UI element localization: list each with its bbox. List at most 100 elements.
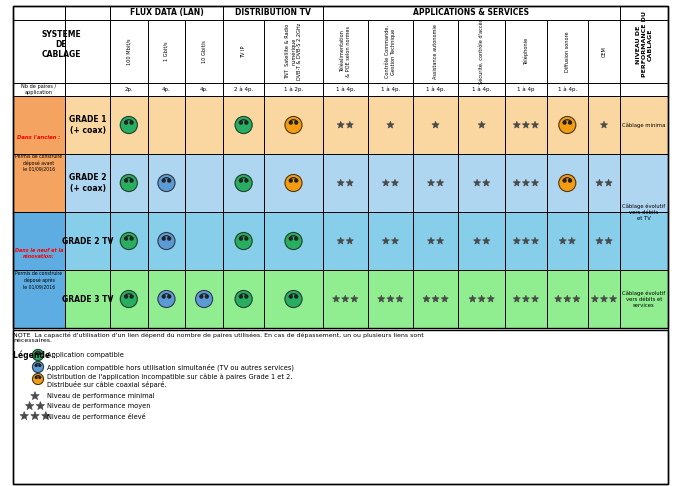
Polygon shape	[41, 412, 50, 419]
Polygon shape	[605, 179, 612, 186]
Circle shape	[130, 179, 133, 182]
Text: Niveau de performance minimal: Niveau de performance minimal	[47, 393, 155, 399]
Text: Diffusion sonore: Diffusion sonore	[565, 31, 570, 72]
Circle shape	[240, 121, 242, 124]
Circle shape	[563, 121, 566, 124]
Circle shape	[235, 117, 252, 134]
Circle shape	[35, 364, 37, 366]
Circle shape	[120, 117, 137, 134]
Circle shape	[245, 121, 248, 124]
Polygon shape	[432, 295, 439, 302]
Polygon shape	[391, 237, 399, 244]
Text: Dans l'ancien :: Dans l'ancien :	[17, 135, 60, 140]
Circle shape	[563, 179, 566, 182]
Circle shape	[295, 237, 297, 240]
Text: GRADE 2 TV: GRADE 2 TV	[62, 237, 113, 245]
Bar	[13, 96, 65, 212]
Polygon shape	[473, 179, 481, 186]
Polygon shape	[564, 295, 571, 302]
Text: Contrôle Commande,
Gestion Technique: Contrôle Commande, Gestion Technique	[385, 25, 396, 78]
Text: Permis de construire
déposé après
le 01/09/2016: Permis de construire déposé après le 01/…	[16, 271, 62, 290]
Circle shape	[158, 174, 175, 191]
Polygon shape	[378, 295, 385, 302]
Polygon shape	[522, 295, 530, 302]
Circle shape	[168, 237, 170, 240]
Circle shape	[120, 291, 137, 308]
Text: 2 à 4p.: 2 à 4p.	[234, 87, 253, 92]
Polygon shape	[513, 121, 520, 128]
Polygon shape	[337, 179, 344, 186]
Polygon shape	[513, 179, 520, 186]
Polygon shape	[483, 179, 490, 186]
Bar	[13, 270, 668, 328]
Text: 1 à 4p.: 1 à 4p.	[557, 87, 577, 92]
Circle shape	[33, 362, 43, 372]
Text: CEM: CEM	[602, 46, 606, 57]
Polygon shape	[478, 121, 485, 128]
Text: GRADE 1
(+ coax): GRADE 1 (+ coax)	[69, 115, 106, 135]
Polygon shape	[522, 121, 530, 128]
Polygon shape	[387, 121, 394, 128]
Polygon shape	[31, 412, 39, 419]
Circle shape	[33, 374, 43, 384]
Circle shape	[289, 295, 292, 298]
Polygon shape	[513, 237, 520, 244]
Text: Légende :: Légende :	[13, 350, 56, 360]
Polygon shape	[532, 121, 538, 128]
Text: 1 à 4p.: 1 à 4p.	[426, 87, 445, 92]
Bar	[13, 330, 668, 484]
Text: Nb de paires /
application: Nb de paires / application	[22, 84, 56, 95]
Circle shape	[125, 237, 128, 240]
Circle shape	[130, 237, 133, 240]
Polygon shape	[382, 179, 390, 186]
Polygon shape	[396, 295, 403, 302]
Text: Application compatible: Application compatible	[47, 352, 124, 358]
Text: NIVEAU DE
PERFORMANCE DU
CABLAGE: NIVEAU DE PERFORMANCE DU CABLAGE	[636, 12, 653, 77]
Polygon shape	[591, 295, 598, 302]
Polygon shape	[346, 237, 353, 244]
Text: 4p.: 4p.	[200, 87, 208, 92]
Text: 10 Gbit/s: 10 Gbit/s	[202, 40, 206, 63]
Polygon shape	[596, 179, 603, 186]
Circle shape	[158, 291, 175, 308]
Circle shape	[235, 291, 252, 308]
Polygon shape	[483, 237, 490, 244]
Text: Niveau de performance élevé: Niveau de performance élevé	[47, 413, 146, 419]
Text: Dans le neuf et la
rénovation:: Dans le neuf et la rénovation:	[15, 248, 63, 259]
Circle shape	[39, 364, 41, 366]
Polygon shape	[20, 412, 29, 419]
Circle shape	[125, 295, 128, 298]
Text: Téléalimentation
& POE selon normes: Téléalimentation & POE selon normes	[340, 26, 350, 77]
Circle shape	[158, 232, 175, 249]
Text: Distribution de l'application incompatible sur câble à paires Grade 1 et 2.: Distribution de l'application incompatib…	[47, 374, 293, 380]
Text: Sécurité, contrôle d'accès: Sécurité, contrôle d'accès	[479, 19, 484, 84]
Circle shape	[568, 179, 572, 182]
Circle shape	[295, 179, 297, 182]
Circle shape	[240, 237, 242, 240]
Text: FLUX DATA (LAN): FLUX DATA (LAN)	[130, 8, 203, 17]
Polygon shape	[333, 295, 340, 302]
Text: APPLICATIONS & SERVICES: APPLICATIONS & SERVICES	[414, 8, 530, 17]
Text: GRADE 3 TV: GRADE 3 TV	[62, 295, 113, 303]
Circle shape	[559, 117, 576, 134]
Polygon shape	[522, 179, 530, 186]
Polygon shape	[427, 179, 435, 186]
Text: Assistance autonomie: Assistance autonomie	[433, 24, 438, 79]
Text: Câblage évolutif
vers débits
et TV: Câblage évolutif vers débits et TV	[623, 204, 665, 221]
Circle shape	[285, 291, 302, 308]
Polygon shape	[600, 121, 608, 128]
Circle shape	[33, 349, 43, 361]
Polygon shape	[342, 295, 349, 302]
Circle shape	[130, 295, 133, 298]
Bar	[13, 154, 668, 212]
Text: Niveau de performance moyen: Niveau de performance moyen	[47, 403, 151, 409]
Polygon shape	[600, 295, 608, 302]
Circle shape	[240, 295, 242, 298]
Polygon shape	[555, 295, 562, 302]
Text: Câblage évolutif
vers débits et
services: Câblage évolutif vers débits et services	[623, 291, 665, 308]
Text: 1 à 4p.: 1 à 4p.	[381, 87, 400, 92]
Circle shape	[568, 121, 572, 124]
Polygon shape	[469, 295, 476, 302]
Circle shape	[205, 295, 208, 298]
Text: TNT  Satellite & Radio
numérique
DVB-T & DVB-S 2.2GHz: TNT Satellite & Radio numérique DVB-T & …	[285, 23, 302, 80]
